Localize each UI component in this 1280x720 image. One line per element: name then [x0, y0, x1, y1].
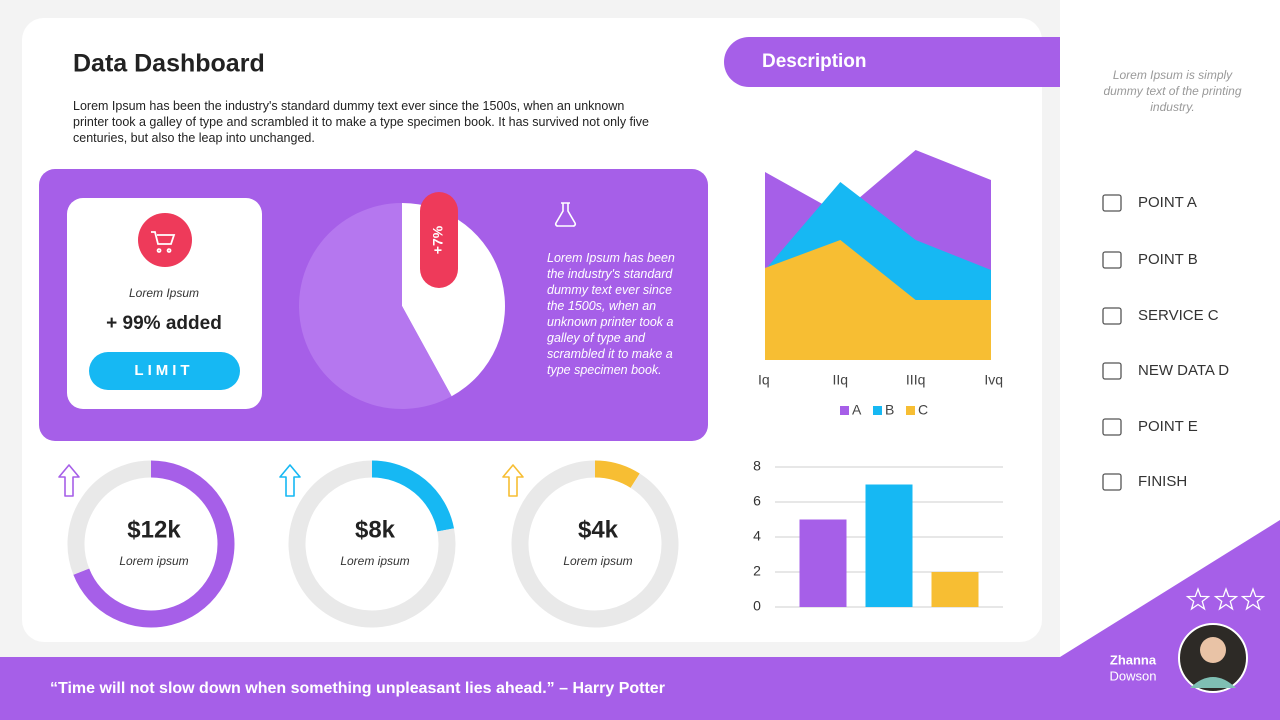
x-tick-label: IIIq [906, 372, 925, 388]
area [765, 240, 991, 360]
description-pill [724, 37, 1060, 87]
pie-annotation: +7% [430, 225, 446, 254]
pie-tag [420, 192, 458, 288]
avatar-face [1200, 637, 1226, 663]
card-value: + 99% added [106, 313, 222, 334]
legend-swatch [906, 406, 915, 415]
intro-text: Lorem Ipsum has been the industry's stan… [73, 99, 649, 145]
donut-arc [594, 460, 640, 489]
donut-caption: Lorem ipsum [563, 554, 632, 568]
item-icon [1102, 307, 1122, 325]
flask-icon [554, 202, 577, 227]
button-label[interactable]: LIMIT [134, 362, 193, 379]
donut-caption: Lorem ipsum [119, 554, 188, 568]
item-icon [1102, 362, 1122, 380]
cart-icon [151, 231, 176, 253]
y-tick-label: 0 [753, 598, 761, 614]
pie-slice [298, 203, 452, 409]
page-title: Data Dashboard [73, 50, 265, 78]
arrow-icon [279, 464, 301, 497]
profile-last-name: Dowson [1110, 668, 1157, 683]
stars [1185, 587, 1266, 611]
y-tick-label: 8 [753, 458, 761, 474]
profile-first-name: Zhanna [1110, 652, 1157, 667]
sidebar-item[interactable]: NEW DATA D [1138, 362, 1229, 379]
cart-icon-bg [138, 213, 192, 267]
panel-text: Lorem Ipsum has been the industry's stan… [547, 251, 675, 377]
card-label: Lorem Ipsum [129, 286, 199, 300]
item-icon [1102, 251, 1122, 269]
bar [799, 519, 847, 607]
donut-arc [67, 460, 152, 575]
donut-caption: Lorem ipsum [340, 554, 409, 568]
bar [931, 572, 979, 607]
item-icon [1102, 473, 1122, 491]
sidebar-note: Lorem Ipsum is simply dummy text of the … [1103, 68, 1242, 114]
donut-label: $8k [355, 516, 396, 543]
quote: “Time will not slow down when something … [50, 680, 665, 697]
sidebar-item[interactable]: FINISH [1138, 473, 1187, 490]
donut-arc [511, 460, 679, 628]
star [1213, 587, 1239, 611]
x-tick-label: Iq [758, 372, 770, 388]
legend-swatch [840, 406, 849, 415]
x-tick-label: IIq [833, 372, 849, 388]
donut-label: $12k [127, 516, 181, 543]
legend-label: B [885, 402, 894, 418]
donut-label: $4k [578, 516, 619, 543]
footer [0, 657, 1060, 720]
bar [865, 484, 913, 607]
donut-arc [288, 460, 456, 628]
sidebar-item[interactable]: POINT A [1138, 194, 1197, 211]
x-tick-label: Ivq [984, 372, 1003, 388]
sidebar-item[interactable]: SERVICE C [1138, 307, 1219, 324]
donut-arc [73, 460, 235, 628]
arrow-icon [58, 464, 80, 497]
avatar-body [1190, 677, 1236, 688]
description-title: Description [762, 51, 867, 72]
y-tick-label: 6 [753, 493, 761, 509]
sidebar-item[interactable]: POINT E [1138, 418, 1198, 435]
limit-button[interactable] [89, 352, 240, 390]
legend-label: C [918, 402, 928, 418]
y-tick-label: 4 [753, 528, 761, 544]
sidebar-item[interactable]: POINT B [1138, 251, 1198, 268]
item-icon [1102, 418, 1122, 436]
legend-label: A [852, 402, 862, 418]
donut-arc [371, 460, 455, 532]
star [1240, 587, 1266, 611]
y-tick-label: 2 [753, 563, 761, 579]
arrow-icon [502, 464, 524, 497]
item-icon [1102, 194, 1122, 212]
legend-swatch [873, 406, 882, 415]
star [1185, 587, 1211, 611]
